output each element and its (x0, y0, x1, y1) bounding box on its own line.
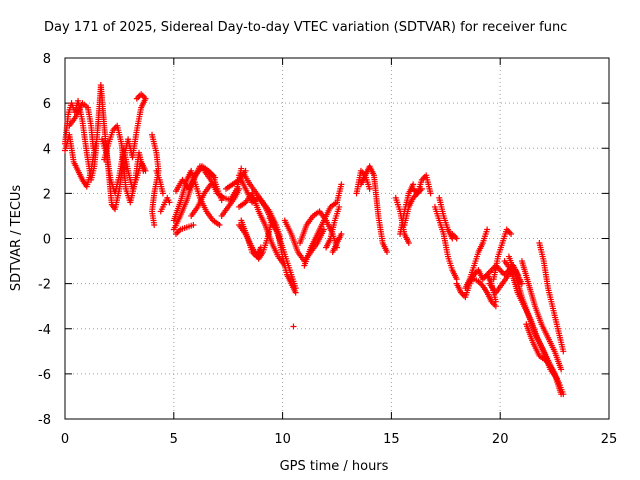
data-point (453, 235, 460, 242)
data-point (338, 230, 345, 237)
data-point (484, 226, 491, 233)
data-point (257, 244, 264, 251)
data-point (216, 221, 223, 228)
y-tick-label: 2 (43, 187, 51, 202)
y-tick-label: 0 (43, 233, 51, 248)
data-point (90, 145, 97, 152)
x-axis-label: GPS time / hours (280, 459, 389, 474)
x-tick-label: 20 (492, 432, 509, 447)
data-point (140, 167, 147, 174)
data-point (560, 348, 567, 355)
data-point (405, 240, 412, 247)
data-point (290, 323, 297, 330)
y-tick-label: -2 (38, 278, 51, 293)
x-tick-labels: 0 5 10 15 20 25 (61, 432, 617, 447)
y-axis-label: SDTVAR / TECUs (9, 185, 24, 292)
y-tick-label: 8 (43, 52, 51, 67)
data-point (236, 185, 243, 192)
x-tick-label: 0 (61, 432, 69, 447)
x-tick-label: 15 (383, 432, 400, 447)
data-points (62, 82, 567, 398)
y-tick-label: 6 (43, 97, 51, 112)
data-point (518, 280, 525, 287)
data-point (384, 249, 391, 256)
axis-ticks (64, 57, 610, 420)
data-point (336, 203, 343, 210)
y-tick-label: -6 (38, 368, 51, 383)
data-point (558, 366, 565, 373)
data-point (292, 285, 299, 292)
x-tick-label: 5 (170, 432, 178, 447)
x-tick-label: 25 (601, 432, 618, 447)
data-point (159, 190, 166, 197)
data-point (142, 95, 149, 102)
y-tick-label: -8 (38, 413, 51, 428)
data-point (212, 174, 219, 181)
data-point (238, 165, 245, 172)
y-tick-labels: -8 -6 -4 -2 0 2 4 6 8 (38, 52, 51, 428)
data-point (190, 221, 197, 228)
data-point (166, 199, 173, 206)
y-tick-label: 4 (43, 142, 51, 157)
data-point (560, 391, 567, 398)
data-point (151, 221, 158, 228)
data-point (320, 226, 327, 233)
chart-title: Day 171 of 2025, Sidereal Day-to-day VTE… (44, 20, 567, 35)
y-tick-label: -4 (38, 323, 51, 338)
data-point (508, 230, 515, 237)
x-tick-label: 10 (274, 432, 291, 447)
data-point (427, 190, 434, 197)
data-point (366, 185, 373, 192)
data-point (418, 185, 425, 192)
data-point (492, 303, 499, 310)
data-point (338, 181, 345, 188)
